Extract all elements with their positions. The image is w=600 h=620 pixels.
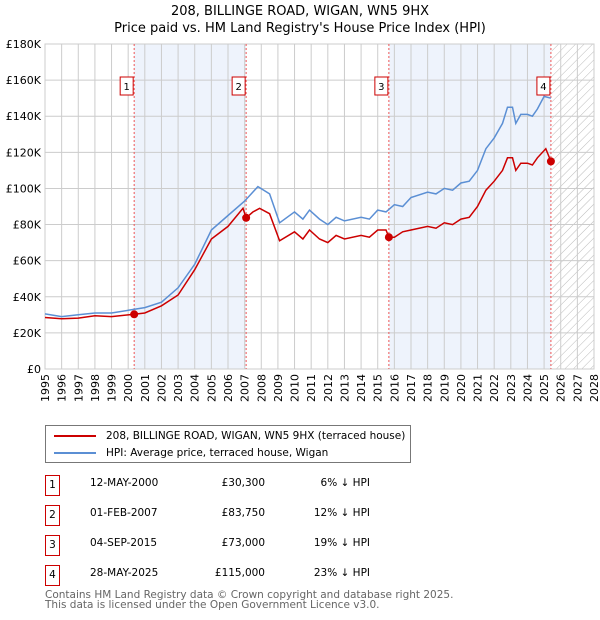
y-tick-label: £80K [13, 219, 42, 232]
sale-number-box [231, 76, 246, 96]
sale-row: 3 04-SEP-2015 £73,000 19% ↓ HPI [45, 535, 385, 556]
sale-price: £73,000 [221, 537, 265, 549]
x-tick-label: 2021 [472, 374, 485, 402]
sale-point [130, 310, 139, 319]
sale-hpi-diff: 12% ↓ HPI [313, 507, 370, 519]
x-tick-label: 2022 [488, 374, 501, 402]
sale-price: £30,300 [221, 477, 265, 489]
legend-item-hpi: HPI: Average price, terraced house, Wiga… [54, 447, 328, 459]
sale-number-box [374, 76, 389, 96]
x-tick-label: 1995 [39, 374, 52, 402]
legend: 208, BILLINGE ROAD, WIGAN, WN5 9HX (terr… [45, 425, 411, 463]
sale-point [242, 213, 251, 222]
sale-number: 1 [45, 475, 60, 496]
sale-point [384, 233, 393, 242]
sale-date: 01-FEB-2007 [90, 507, 158, 519]
sale-hpi-diff: 6% ↓ HPI [320, 477, 370, 489]
sale-price: £83,750 [221, 507, 265, 519]
x-tick-label: 2002 [155, 374, 168, 402]
x-tick-label: 1996 [56, 374, 69, 402]
x-tick-label: 2001 [139, 374, 152, 402]
x-tick-label: 2006 [222, 374, 235, 402]
x-tick-label: 2005 [205, 374, 218, 402]
sale-hpi-diff: 19% ↓ HPI [313, 537, 370, 549]
x-tick-label: 1997 [72, 374, 85, 402]
sale-date: 04-SEP-2015 [90, 537, 158, 549]
price-paid-line [44, 147, 552, 320]
x-tick-label: 2007 [239, 374, 252, 402]
y-tick-label: £160K [6, 74, 42, 87]
sale-point [546, 157, 555, 166]
y-tick-label: £60K [13, 255, 42, 268]
footer-copyright: Contains HM Land Registry data © Crown c… [45, 589, 454, 601]
chart-title: 208, BILLINGE ROAD, WIGAN, WN5 9HX Price… [0, 3, 600, 37]
sale-date: 28-MAY-2025 [90, 567, 159, 579]
x-tick-label: 2015 [372, 374, 385, 402]
sale-period-shade [388, 44, 551, 369]
title-text: 208, BILLINGE ROAD, WIGAN, WN5 9HX [170, 4, 430, 19]
legend-label-hpi: HPI: Average price, terraced house, Wiga… [106, 447, 329, 459]
x-tick-label: 2020 [455, 374, 468, 402]
sale-number-label: 3 [378, 82, 384, 93]
x-tick-label: 2019 [438, 374, 451, 402]
y-tick-label: £140K [6, 110, 42, 123]
legend-swatch-hpi [54, 452, 96, 454]
subtitle-text: Price paid vs. HM Land Registry's House … [114, 21, 486, 36]
sale-row: 1 12-MAY-2000 £30,300 6% ↓ HPI [45, 475, 385, 496]
sale-hpi-diff: 23% ↓ HPI [313, 567, 370, 579]
forecast-hatch [551, 44, 594, 369]
x-tick-label: 2010 [289, 374, 302, 402]
sale-period-shade [134, 44, 247, 369]
x-tick-label: 2009 [272, 374, 285, 402]
sale-number-box [536, 76, 551, 96]
x-tick-label: 2014 [355, 374, 368, 402]
y-tick-label: £100K [6, 182, 42, 195]
x-tick-label: 2028 [588, 374, 600, 402]
price-chart: 1995 1996 1997 1998 1999 2000 2001 2002 2003 2004… [6, 38, 600, 402]
legend-label-price: 208, BILLINGE ROAD, WIGAN, WN5 9HX (terr… [106, 430, 406, 442]
x-tick-label: 1999 [106, 374, 119, 402]
x-tick-label: 2025 [538, 374, 551, 402]
legend-item-price: 208, BILLINGE ROAD, WIGAN, WN5 9HX (terr… [54, 430, 405, 442]
sale-number: 2 [45, 505, 60, 526]
x-tick-label: 2012 [322, 374, 335, 402]
y-tick-label: £120K [6, 146, 42, 159]
sale-row: 2 01-FEB-2007 £83,750 12% ↓ HPI [45, 505, 385, 526]
sale-number-label: 4 [540, 82, 546, 93]
x-tick-label: 2003 [172, 374, 185, 402]
sale-number: 3 [45, 535, 60, 556]
x-tick-label: 2016 [388, 374, 401, 402]
y-tick-label: £20K [13, 327, 42, 340]
x-tick-label: 2026 [555, 374, 568, 402]
x-tick-label: 2027 [571, 374, 584, 402]
sale-number-label: 2 [235, 82, 241, 93]
x-tick-label: 2018 [422, 374, 435, 402]
plot-border [44, 43, 595, 370]
x-tick-label: 2024 [521, 374, 534, 402]
sale-number: 4 [45, 565, 60, 586]
sale-row: 4 28-MAY-2025 £115,000 23% ↓ HPI [45, 565, 385, 586]
sale-number-label: 1 [123, 82, 129, 93]
footer: Contains HM Land Registry data © Crown c… [45, 589, 454, 611]
sale-price: £115,000 [214, 567, 265, 579]
sale-number-box [119, 76, 134, 96]
x-tick-label: 2023 [505, 374, 518, 402]
footer-licence: This data is licensed under the Open Gov… [45, 599, 380, 611]
x-tick-label: 1998 [89, 374, 102, 402]
legend-swatch-price [54, 435, 96, 437]
x-tick-label: 2017 [405, 374, 418, 402]
sale-date: 12-MAY-2000 [90, 477, 159, 489]
x-tick-label: 2000 [122, 374, 135, 402]
x-tick-label: 2013 [338, 374, 351, 402]
y-tick-label: £180K [6, 38, 42, 51]
x-tick-label: 2011 [305, 374, 318, 402]
y-tick-label: £40K [13, 291, 42, 304]
hpi-line [44, 95, 552, 318]
x-tick-label: 2004 [189, 374, 202, 402]
x-tick-label: 2008 [255, 374, 268, 402]
y-tick-label: £0 [27, 363, 41, 376]
